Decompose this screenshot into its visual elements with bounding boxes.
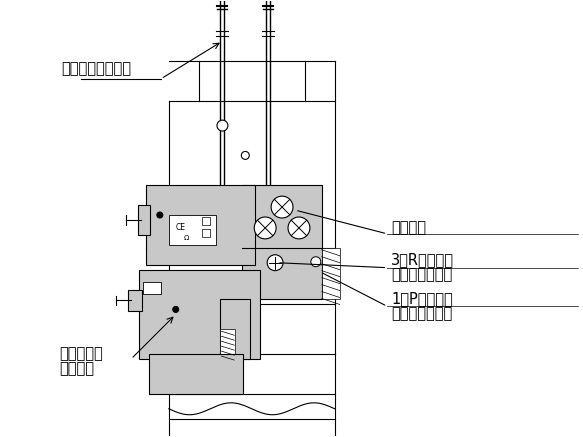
Bar [322, 248, 340, 299]
Text: 初期排気用電磁弁: 初期排気用電磁弁 [61, 62, 132, 76]
Bar [138, 205, 150, 235]
Bar [202, 217, 209, 225]
Circle shape [157, 212, 163, 218]
Text: 電磁弁: 電磁弁 [59, 361, 94, 377]
Bar [149, 354, 243, 394]
Bar [220, 329, 236, 359]
Text: CE: CE [175, 223, 186, 232]
Circle shape [173, 306, 179, 312]
Circle shape [217, 120, 228, 131]
Text: （加圧ポート）: （加圧ポート） [391, 306, 452, 321]
Circle shape [271, 196, 293, 218]
Circle shape [288, 217, 310, 239]
Bar [139, 270, 260, 359]
Bar [202, 229, 209, 237]
Bar [143, 281, 161, 294]
Text: 3（R）ポート: 3（R）ポート [391, 252, 454, 267]
Bar [243, 185, 322, 299]
Text: （排気ポート）: （排気ポート） [391, 267, 452, 282]
Bar [146, 185, 255, 265]
Circle shape [241, 152, 250, 160]
Circle shape [254, 217, 276, 239]
Text: Ω: Ω [184, 235, 189, 241]
Text: プレート: プレート [391, 220, 426, 236]
Bar [220, 299, 250, 359]
Text: 主期排気用: 主期排気用 [59, 347, 103, 362]
Circle shape [311, 257, 321, 267]
Bar [128, 290, 142, 312]
Text: 1（P）ポート: 1（P）ポート [391, 291, 453, 306]
Circle shape [267, 255, 283, 271]
Bar [169, 215, 216, 245]
